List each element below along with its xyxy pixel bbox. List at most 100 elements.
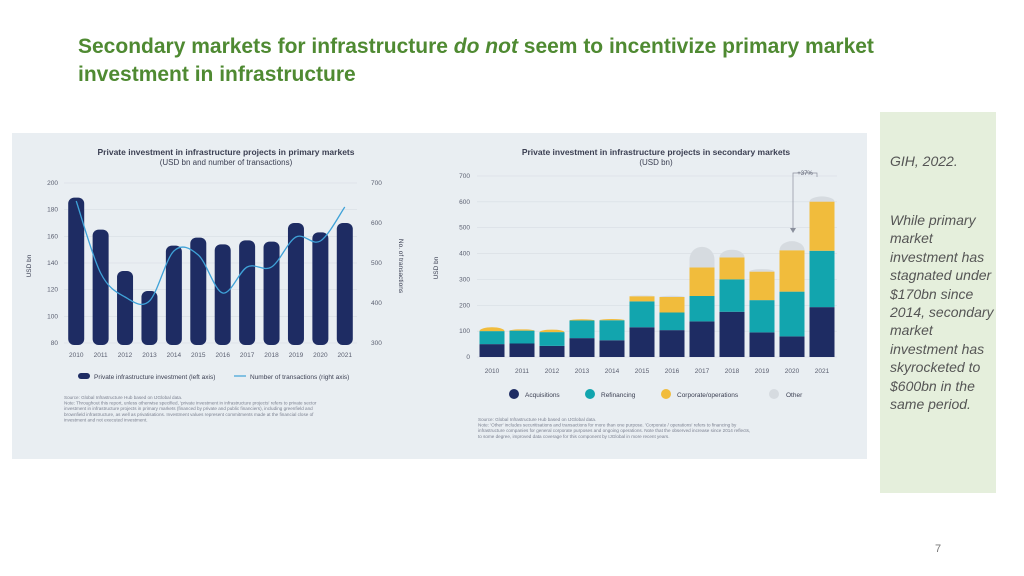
- primary-bar: [239, 240, 256, 345]
- right-x-tick: 2018: [725, 368, 740, 375]
- right-chart-ticks: 0 100 200 300 400 500 600 700: [459, 173, 470, 361]
- stacked-bar: [509, 329, 535, 357]
- legend-label-refinancing: Refinancing: [601, 392, 636, 399]
- right-y-tick: 400: [459, 251, 470, 258]
- left-chart-legend: Private infrastructure investment (left …: [78, 373, 349, 381]
- left-y-tick: 120: [47, 287, 58, 294]
- corporate-segment: [689, 267, 715, 296]
- corporate-segment: [569, 319, 595, 321]
- left-x-tick: 2011: [94, 352, 108, 359]
- primary-bar: [165, 245, 182, 345]
- acquisitions-segment: [599, 340, 625, 357]
- other-segment: [629, 295, 655, 297]
- corporate-segment: [779, 250, 805, 292]
- left-chart-title: Private investment in infrastructure pro…: [98, 147, 355, 157]
- refinancing-segment: [749, 300, 775, 333]
- left-chart-ticks: 80 100 120 140 160 180 200 300 400 500 600 700: [47, 180, 382, 347]
- left-y2-tick: 300: [371, 340, 382, 347]
- primary-bar: [287, 223, 304, 345]
- right-chart-title: Private investment in infrastructure pro…: [522, 147, 791, 157]
- right-x-tick: 2012: [545, 368, 560, 375]
- left-x-tick: 2017: [240, 352, 255, 359]
- acquisitions-segment: [479, 344, 505, 357]
- left-x-tick: 2019: [289, 352, 304, 359]
- stacked-bar: [749, 269, 775, 357]
- right-x-tick: 2015: [635, 368, 650, 375]
- corporate-segment: [479, 327, 505, 332]
- other-segment: [719, 249, 745, 258]
- refinancing-segment: [719, 279, 745, 312]
- stacked-bar: [659, 295, 685, 357]
- right-x-tick: 2021: [815, 368, 830, 375]
- left-chart-xlabels: 2010 2011 2012 2013 2014 2015 2016 2017 2018 2019…: [69, 352, 352, 359]
- left-source-line: brownfield infrastructure, as well as pr…: [64, 412, 314, 417]
- stacked-bar: [809, 196, 835, 357]
- right-chart-legend: Acquisitions Refinancing Corporate/opera…: [509, 389, 803, 399]
- title-part-2: seem to incentivize primary market inves…: [78, 35, 874, 86]
- left-y-tick: 180: [47, 207, 58, 214]
- right-x-tick: 2019: [755, 368, 770, 375]
- primary-bar: [263, 241, 280, 345]
- legend-swatch-investment: [78, 373, 90, 379]
- stacked-bar: [539, 329, 565, 357]
- charts-canvas: Private investment in infrastructure pro…: [26, 147, 837, 439]
- primary-bar: [190, 237, 207, 345]
- left-x-tick: 2015: [191, 352, 206, 359]
- right-y-tick: 500: [459, 225, 470, 232]
- left-chart-source: Source: Global Infrastructure Hub based …: [64, 395, 317, 422]
- left-source-line: Note: Throughout this report, unless oth…: [64, 401, 317, 406]
- stacked-bar: [569, 319, 595, 357]
- left-chart-subtitle: (USD bn and number of transactions): [160, 158, 293, 167]
- transactions-line: [75, 200, 346, 305]
- refinancing-segment: [659, 312, 685, 331]
- left-y-axis-label: USD bn: [26, 254, 33, 277]
- refinancing-segment: [689, 295, 715, 322]
- right-x-tick: 2010: [485, 368, 500, 375]
- right-x-tick: 2013: [575, 368, 590, 375]
- primary-bar: [312, 232, 329, 345]
- acquisitions-segment: [779, 336, 805, 357]
- left-x-tick: 2010: [69, 352, 84, 359]
- right-chart-subtitle: (USD bn): [639, 158, 673, 167]
- refinancing-segment: [779, 291, 805, 337]
- legend-label-corporate: Corporate/operations: [677, 392, 739, 399]
- page-number: 7: [935, 543, 942, 555]
- right-chart-gridlines: [477, 175, 837, 358]
- left-y2-tick: 400: [371, 300, 382, 307]
- corporate-segment: [809, 201, 835, 251]
- acquisitions-segment: [659, 330, 685, 357]
- primary-bar: [336, 223, 353, 345]
- legend-label-acquisitions: Acquisitions: [525, 392, 560, 399]
- left-y-tick: 160: [47, 233, 58, 240]
- left-y-tick: 140: [47, 260, 58, 267]
- stacked-bar: [479, 327, 505, 357]
- title-part-1: Secondary markets for infrastructure: [78, 35, 454, 58]
- right-y-tick: 100: [459, 328, 470, 335]
- other-segment: [809, 196, 835, 202]
- legend-label-other: Other: [786, 392, 803, 399]
- legend-dot-corporate: [661, 389, 671, 399]
- refinancing-segment: [539, 332, 565, 346]
- acquisitions-segment: [569, 338, 595, 357]
- left-source-line: investment and not executed investment.: [64, 417, 148, 422]
- right-x-tick: 2016: [665, 368, 680, 375]
- left-y2-tick: 500: [371, 260, 382, 267]
- legend-dot-refinancing: [585, 389, 595, 399]
- left-chart-bars: [68, 197, 353, 345]
- figure-panel: Private investment in infrastructure pro…: [12, 133, 867, 459]
- left-y-tick: 80: [51, 340, 59, 347]
- annotation-label: +37%: [797, 171, 813, 177]
- left-x-tick: 2016: [215, 352, 230, 359]
- refinancing-segment: [509, 330, 535, 344]
- left-source-line: Source: Global Infrastructure Hub based …: [64, 395, 182, 400]
- legend-label-transactions: Number of transactions (right axis): [250, 374, 349, 381]
- right-y-tick: 0: [466, 354, 470, 361]
- growth-annotation: +37%: [790, 171, 818, 233]
- refinancing-segment: [599, 320, 625, 341]
- side-note-panel: GIH, 2022. While primary market investme…: [880, 112, 996, 493]
- side-note-body: While primary market investment has stag…: [890, 212, 994, 413]
- refinancing-segment: [479, 331, 505, 345]
- primary-bar: [214, 244, 231, 345]
- right-y-axis-label: USD bn: [433, 256, 440, 279]
- stacked-bar: [689, 246, 715, 357]
